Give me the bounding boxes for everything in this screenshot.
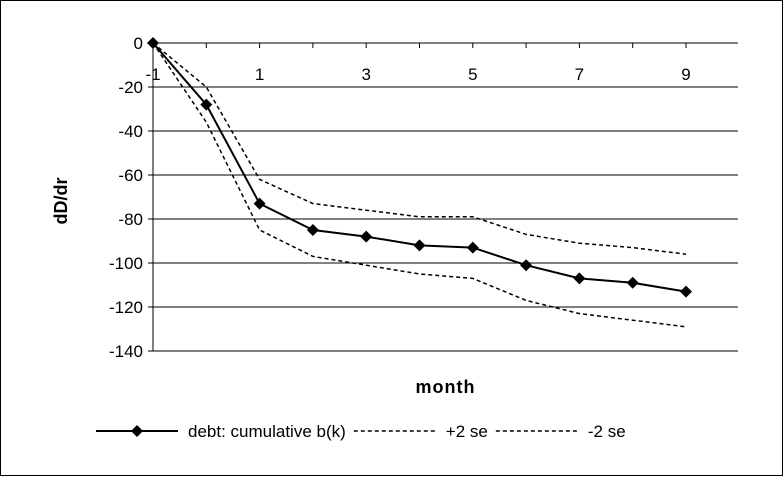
y-axis-title: dD/dr (51, 178, 71, 225)
data-point (306, 224, 319, 236)
y-tick-label: -20 (118, 78, 143, 97)
series-line (152, 42, 687, 293)
x-tick-label: 9 (681, 65, 690, 84)
data-point (680, 285, 692, 298)
y-tick-label: -120 (109, 298, 143, 317)
y-tick-label: -80 (118, 210, 143, 229)
data-point (520, 259, 533, 272)
x-tick-label: 1 (255, 65, 264, 84)
data-point (360, 230, 373, 243)
data-point (466, 241, 479, 254)
y-tick-label: -100 (109, 254, 143, 273)
x-axis-title: month (416, 377, 476, 397)
series-line (152, 42, 687, 328)
data-point (200, 98, 213, 111)
y-tick-label: -40 (118, 122, 143, 141)
series-line (152, 42, 687, 255)
y-tick-label: -60 (118, 166, 143, 185)
y-tick-label: -140 (109, 342, 143, 361)
legend-label: -2 se (588, 422, 626, 441)
legend-label: debt: cumulative b(k) (188, 422, 346, 441)
data-point (413, 239, 426, 252)
legend-label: +2 se (446, 422, 488, 441)
y-tick-label: 0 (134, 34, 143, 53)
x-tick-label: -1 (145, 65, 160, 84)
x-tick-label: 5 (468, 65, 477, 84)
x-tick-label: 3 (361, 65, 370, 84)
data-point (253, 197, 266, 210)
data-point (626, 276, 639, 289)
data-point (573, 272, 586, 285)
legend-marker (131, 425, 143, 437)
x-tick-label: 7 (575, 65, 584, 84)
